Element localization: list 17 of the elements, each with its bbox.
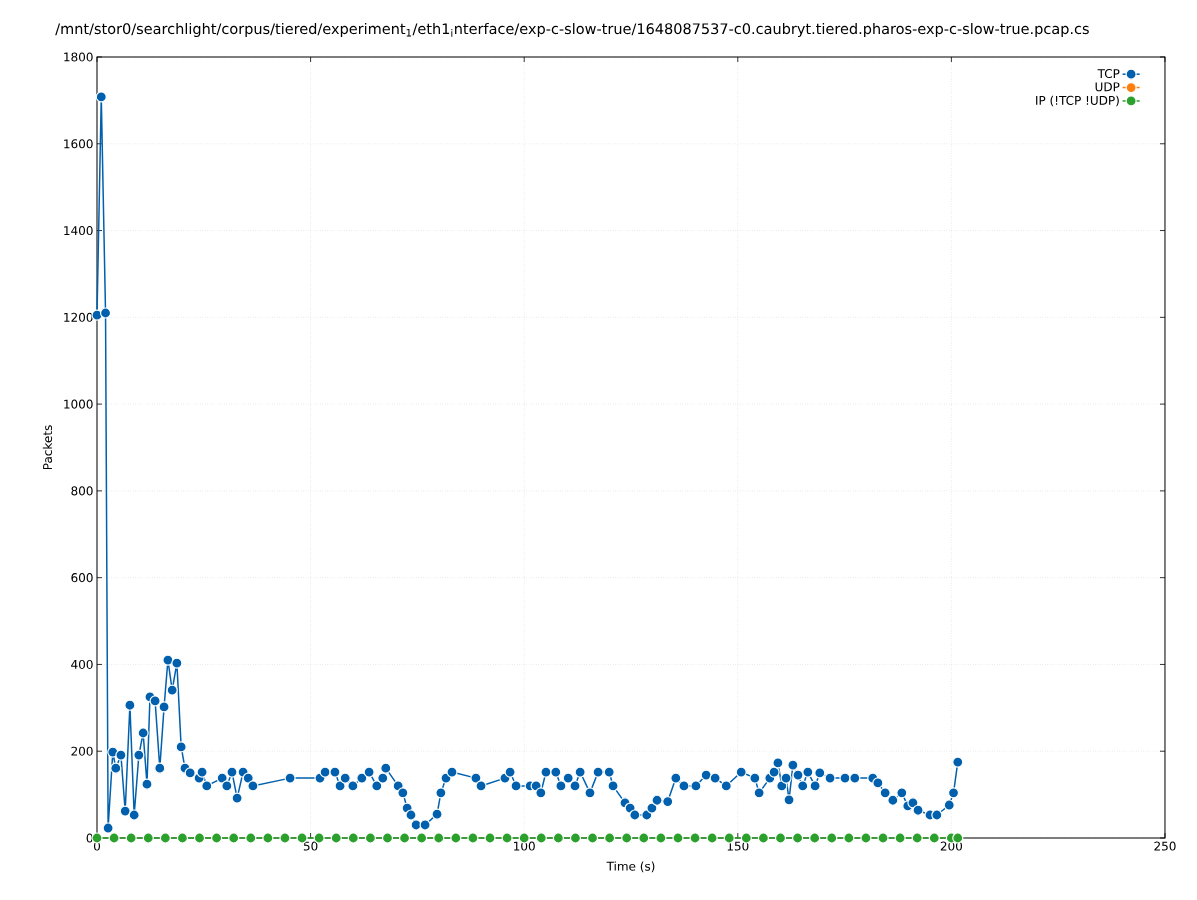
y-tick-label: 1000 (64, 399, 93, 409)
y-tick-label: 600 (71, 573, 93, 583)
x-axis-title: Time (s) (606, 861, 655, 873)
x-tick-label: 50 (303, 841, 318, 851)
y-tick-label: 1600 (64, 139, 93, 149)
y-axis-title: Packets (42, 425, 53, 470)
legend-label: UDP (1095, 82, 1120, 92)
legend-label: IP (!TCP !UDP) (1036, 95, 1119, 107)
x-tick-label: 250 (1154, 841, 1176, 851)
y-tick-label: 800 (71, 486, 93, 496)
y-tick-label: 1400 (64, 226, 93, 236)
legend-label: TCP (1097, 69, 1120, 79)
y-tick-label: 200 (71, 746, 93, 756)
y-tick-label: 1200 (64, 312, 93, 322)
y-tick-label: 1800 (64, 52, 93, 62)
y-tick-label: 400 (71, 659, 93, 669)
chart-title: /mnt/stor0/searchlight/corpus/tiered/experiment$_{1}$/eth1$_{i}$nterface/exp-c-slow-true/1648087537-c0.caubryt.tiered.pharos-exp-c-slow-true.pcap.cs (55, 22, 1089, 37)
